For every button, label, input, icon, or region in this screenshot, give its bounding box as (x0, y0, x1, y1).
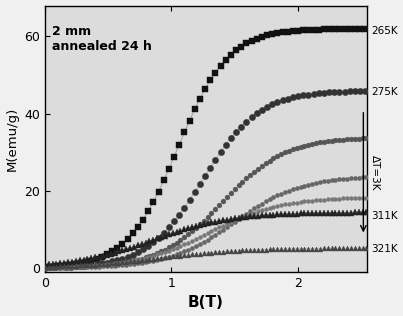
Text: 265K: 265K (371, 26, 398, 36)
Text: 275K: 275K (371, 88, 398, 97)
Y-axis label: M(emu/g): M(emu/g) (6, 107, 19, 171)
Text: 2 mm
annealed 24 h: 2 mm annealed 24 h (52, 25, 152, 53)
Text: ΔT=3K: ΔT=3K (370, 155, 380, 190)
Text: 321K: 321K (371, 244, 398, 254)
Text: 311K: 311K (371, 211, 398, 221)
X-axis label: B(T): B(T) (188, 295, 224, 310)
